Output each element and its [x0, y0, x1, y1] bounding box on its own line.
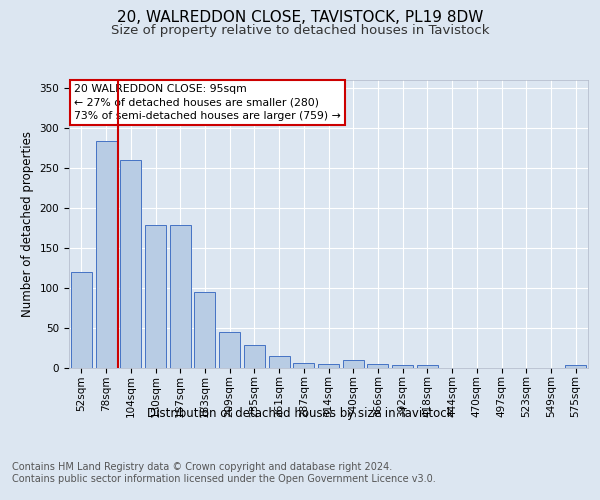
Bar	[343, 360, 364, 368]
Text: Distribution of detached houses by size in Tavistock: Distribution of detached houses by size …	[147, 408, 453, 420]
Text: 20 WALREDDON CLOSE: 95sqm
← 27% of detached houses are smaller (280)
73% of semi: 20 WALREDDON CLOSE: 95sqm ← 27% of detac…	[74, 84, 341, 120]
Bar	[219, 332, 240, 368]
Bar	[367, 364, 388, 368]
Y-axis label: Number of detached properties: Number of detached properties	[21, 130, 34, 317]
Bar	[269, 356, 290, 368]
Bar	[318, 364, 339, 368]
Bar	[120, 160, 141, 368]
Bar	[170, 226, 191, 368]
Bar	[194, 292, 215, 368]
Text: Contains HM Land Registry data © Crown copyright and database right 2024.
Contai: Contains HM Land Registry data © Crown c…	[12, 462, 436, 484]
Bar	[71, 272, 92, 368]
Bar	[417, 365, 438, 368]
Bar	[293, 362, 314, 368]
Bar	[145, 226, 166, 368]
Text: Size of property relative to detached houses in Tavistock: Size of property relative to detached ho…	[111, 24, 489, 37]
Bar	[392, 365, 413, 368]
Bar	[565, 365, 586, 368]
Bar	[95, 142, 116, 368]
Text: 20, WALREDDON CLOSE, TAVISTOCK, PL19 8DW: 20, WALREDDON CLOSE, TAVISTOCK, PL19 8DW	[117, 10, 483, 25]
Bar	[244, 345, 265, 368]
